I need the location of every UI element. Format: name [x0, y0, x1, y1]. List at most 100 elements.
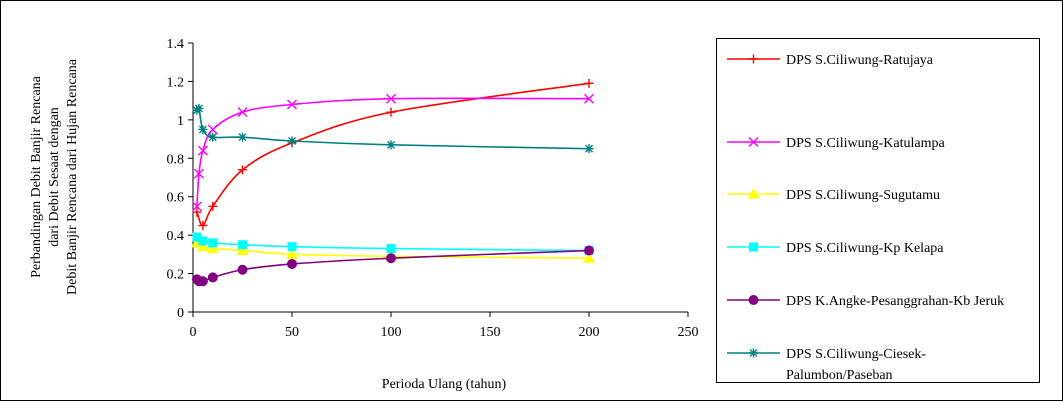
square-marker — [208, 238, 218, 248]
data-point — [287, 136, 297, 146]
x-tick-label: 50 — [285, 325, 299, 340]
triangle-marker — [747, 187, 760, 199]
triangle-marker — [197, 240, 209, 252]
asterisk-marker — [584, 144, 594, 154]
data-point — [287, 242, 297, 252]
data-point — [386, 140, 396, 150]
legend-marker — [749, 242, 758, 252]
data-point — [191, 201, 202, 212]
legend-label: DPS K.Angke-Pesanggrahan-Kb Jeruk — [786, 294, 1004, 309]
data-point — [192, 207, 202, 217]
asterisk-marker — [208, 132, 218, 142]
x-marker — [193, 168, 204, 179]
plus-marker — [208, 201, 218, 211]
triangle-marker — [286, 248, 298, 259]
x-marker — [207, 124, 218, 135]
data-point — [386, 244, 396, 254]
data-point — [197, 276, 208, 287]
y-tick-label: 0 — [177, 306, 184, 321]
legend-item: DPS K.Angke-Pesanggrahan-Kb Jeruk — [727, 294, 1004, 309]
asterisk-marker — [194, 103, 204, 113]
plus-marker — [749, 54, 758, 64]
x-marker — [748, 137, 759, 147]
legend-marker — [749, 348, 758, 358]
data-point — [198, 124, 208, 134]
data-point — [237, 264, 248, 275]
x-tick-label: 150 — [480, 325, 501, 340]
circle-marker — [237, 264, 248, 275]
data-point — [208, 238, 218, 248]
legend-item: DPS S.Ciliwung-Katulampa — [727, 136, 945, 151]
data-point — [238, 132, 247, 142]
x-axis-label: Perioda Ulang (tahun) — [382, 377, 507, 392]
y-tick-label: 0.8 — [167, 152, 185, 167]
data-point — [287, 99, 297, 110]
data-point — [386, 107, 396, 117]
y-axis-label: Perbandingan Debit Banjir Rencana dari De… — [29, 58, 80, 295]
data-point — [238, 240, 247, 250]
data-point — [208, 132, 218, 142]
legend-marker — [748, 295, 759, 305]
y-tick-label: 0.2 — [167, 268, 185, 283]
plus-marker — [198, 221, 208, 231]
data-point — [206, 242, 219, 254]
series-6 — [192, 103, 594, 154]
legend-marker — [747, 187, 760, 199]
data-point — [584, 78, 594, 88]
legend-label: DPS S.Ciliwung-Katulampa — [786, 136, 945, 151]
square-marker — [287, 242, 297, 252]
series-1 — [192, 78, 594, 231]
legend-marker — [749, 54, 758, 64]
data-point — [198, 236, 208, 246]
y-tick-label: 0.6 — [167, 191, 185, 206]
data-point — [237, 107, 248, 118]
triangle-marker — [583, 252, 595, 263]
y-tick-label: 1.2 — [167, 75, 185, 90]
legend-label: DPS S.Ciliwung-Ratujaya — [786, 53, 934, 68]
data-point — [584, 144, 594, 154]
data-point — [286, 248, 298, 259]
legend-box — [716, 38, 1040, 383]
data-point — [193, 168, 204, 179]
plus-marker — [192, 207, 202, 217]
series-5 — [191, 245, 594, 287]
y-axis-label-line: Debit Banjir Rencana dari Hujan Rencana — [65, 58, 80, 295]
asterisk-marker — [386, 140, 396, 150]
data-point — [583, 252, 595, 263]
data-point — [238, 165, 247, 175]
legend-item: DPS S.Ciliwung-Ratujaya — [727, 53, 934, 68]
x-tick-label: 100 — [381, 325, 402, 340]
asterisk-marker — [287, 136, 297, 146]
data-point — [198, 221, 208, 231]
triangle-marker — [206, 242, 219, 254]
circle-marker — [287, 258, 297, 269]
x-tick-label: 0 — [190, 325, 197, 340]
circle-marker — [584, 245, 594, 256]
plus-marker — [584, 78, 594, 88]
x-marker — [386, 93, 396, 104]
y-tick-label: 1.4 — [167, 37, 185, 52]
legend-label: DPS S.Ciliwung-Sugutamu — [786, 188, 940, 203]
asterisk-marker — [749, 348, 758, 358]
y-axis-label-line: dari Debit Sesaat dengan — [47, 107, 62, 247]
series-2 — [191, 93, 594, 212]
plus-marker — [386, 107, 396, 117]
x-tick-label: 200 — [579, 325, 600, 340]
circle-marker — [197, 276, 208, 287]
data-point — [584, 93, 594, 104]
x-marker — [197, 145, 208, 156]
x-marker — [237, 107, 248, 118]
circle-marker — [386, 253, 396, 264]
circle-marker — [207, 272, 218, 283]
x-tick-label: 250 — [678, 325, 699, 340]
legend-item: DPS S.Ciliwung-Sugutamu — [727, 187, 940, 203]
data-point — [386, 253, 396, 264]
data-point — [584, 245, 594, 256]
data-point — [287, 258, 297, 269]
y-tick-label: 1 — [177, 114, 184, 129]
data-point — [207, 124, 218, 135]
data-point — [197, 240, 209, 252]
y-axis-label-line: Perbandingan Debit Banjir Rencana — [29, 75, 44, 278]
